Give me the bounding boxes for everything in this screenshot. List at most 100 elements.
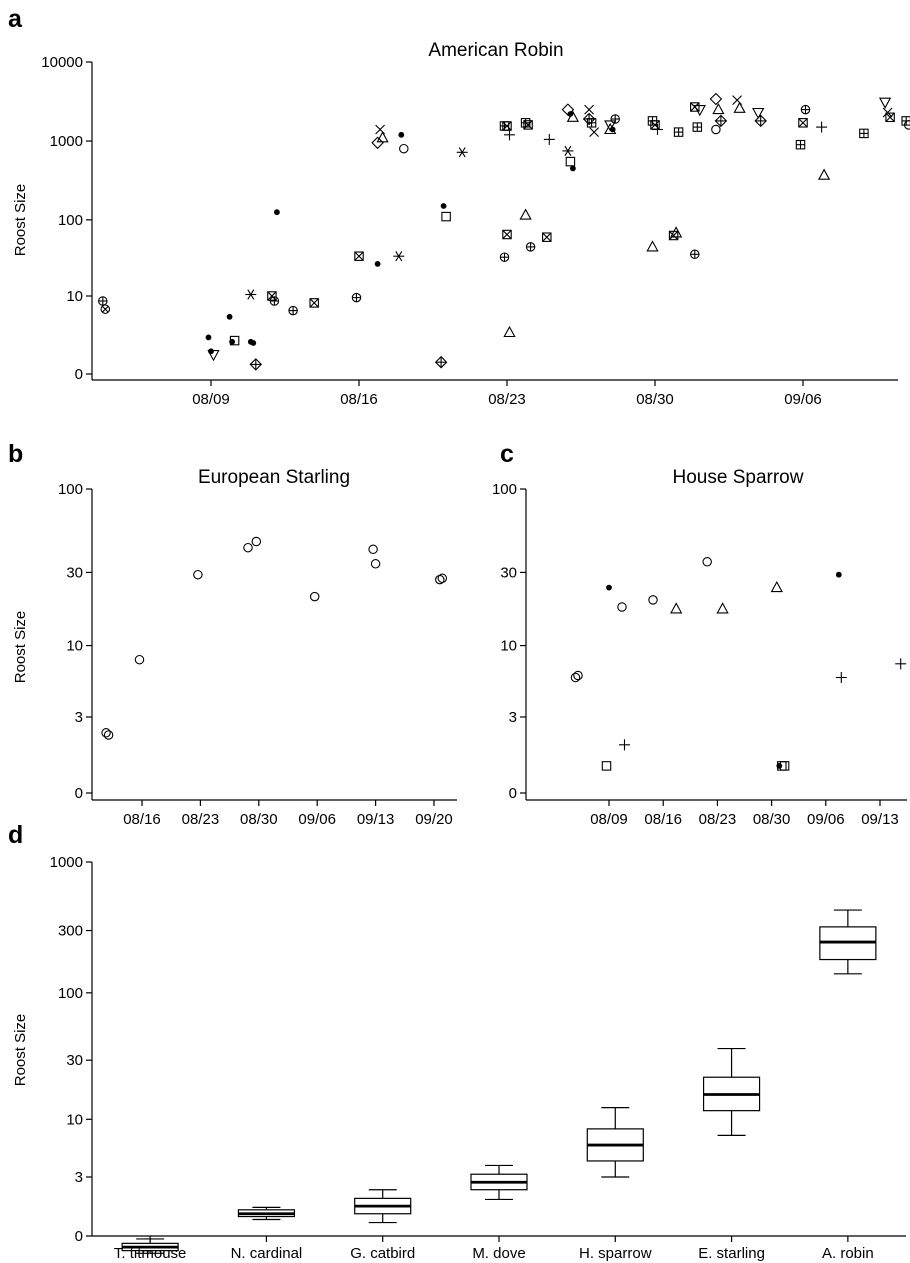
panel-c-point [779,761,790,771]
panel-a-y-tick-label: 1000 [50,133,83,150]
panel-a-x-tick-label: 09/06 [784,391,822,408]
panel-c-y-tick-label: 10 [500,638,517,655]
panel-b-title: European Starling [198,467,350,488]
panel-a-point [207,350,220,362]
panel-b-y-tick-label: 30 [66,564,83,581]
panel-a-point [525,242,536,252]
panel-a-point [250,340,257,346]
panel-c-point [617,602,627,612]
panel-c-point [648,595,658,605]
panel-a-point [441,211,451,222]
panel-a-point [690,249,700,260]
panel-c-y-tick-label: 0 [509,785,517,802]
panel-a-point [668,230,679,241]
panel-a-x-tick-label: 08/09 [192,391,230,408]
panel-a-x-tick-label: 08/16 [340,391,378,408]
panel-a-point [878,97,892,109]
panel-c: c House Sparrow 0 3 10 30 100 08/09 08/16 08/23… [492,440,907,828]
panel-a-plot: 0 10 100 1000 10000 Roost Size 08/09 08/16 08/23… [12,54,910,408]
panel-a-point [267,291,277,301]
panel-c-x-tick-label: 08/23 [699,811,737,828]
panel-a-point [274,209,280,216]
panel-a-x-tick-label: 08/30 [636,391,674,408]
panel-a-point [434,355,448,369]
panel-d-plot: 0 3 10 30 100 300 1000 Roost Size T. titmouse N. … [12,854,906,1262]
panel-a-x-tick-label: 08/23 [488,391,526,408]
panel-a-point [399,143,409,154]
panel-a-point [714,114,728,128]
panel-b-x-tick-label: 08/16 [123,811,161,828]
panel-a-point [882,107,893,118]
panel-a-point [711,124,721,135]
panel-b-y-tick-label: 10 [66,638,83,655]
box-n-cardinal [237,1206,296,1221]
panel-a-point [98,296,108,306]
panel-d-y-tick-label: 0 [75,1228,83,1245]
panel-b-x-tick-label: 09/06 [298,811,336,828]
panel-a-point [226,313,233,320]
panel-d-y-tick-label: 1000 [50,854,83,871]
panel-d-x-tick-label: A. robin [822,1245,874,1262]
panel-a-point [570,165,576,172]
panel-a-point [502,229,512,240]
panel-d-x-tick-label: N. cardinal [231,1245,303,1262]
panel-a-point [859,128,869,139]
panel-a-point [817,168,831,180]
panel-d-y-tick-label: 30 [66,1052,83,1069]
panel-a-point [354,251,364,261]
panel-a-point [752,107,765,120]
panel-c-point [716,602,729,614]
panel-c-point [606,584,612,591]
panel-a-point [249,358,263,371]
panel-b-x-tick-label: 08/30 [240,811,278,828]
panel-a-point [288,305,298,316]
panel-a-point [733,101,746,113]
panel-a-point [903,120,910,130]
panel-a-point [690,102,700,112]
panel-b-point [243,542,253,553]
panel-b-point [435,574,445,585]
panel-a-point [499,252,510,262]
box-h-sparrow [586,1107,644,1178]
panel-b-plot: 0 3 10 30 100 Roost Size 08/16 08/23 08/30 09/06 0… [12,481,457,828]
box-g-catbird [354,1189,412,1224]
panel-d-y-tick-label: 100 [58,985,83,1002]
panel-c-point [770,580,783,593]
panel-c-point [601,761,612,771]
panel-c-point [619,739,630,751]
panel-a-point [100,304,111,314]
panel-a-y-tick-label: 10000 [41,54,83,71]
panel-b-point [103,730,114,740]
panel-d-x-tick-label: H. sparrow [579,1245,652,1262]
panel-b-point [134,654,145,665]
panel-a-point [205,334,212,341]
panel-b-y-tick-label: 0 [75,785,83,802]
panel-a-point [712,102,725,115]
panel-c-point [570,672,581,683]
panel-a-y-axis-label: Roost Size [12,184,29,257]
panel-a-point [610,114,620,124]
panel-a-point [456,147,468,158]
panel-a-y-tick-label: 100 [58,212,83,229]
panel-b-x-tick-label: 08/23 [182,811,220,828]
panel-b-point [309,591,320,602]
panel-a-point [562,145,574,156]
panel-b-point [101,728,111,738]
panel-b-label: b [8,440,23,468]
panel-a-point [440,203,447,209]
panel-a-point [885,112,895,123]
panel-c-x-tick-label: 08/30 [753,811,791,828]
panel-d-x-tick-label: E. starling [698,1245,765,1262]
panel-c-y-tick-label: 30 [500,564,517,581]
panel-d-y-axis-label: Roost Size [12,1014,29,1087]
panel-c-point [573,670,583,681]
panel-b-point [368,544,378,555]
panel-a-point [309,298,319,308]
panel-d: d 0 3 10 30 100 300 1000 Roost Size T. titmouse N… [8,821,906,1262]
panel-c-x-tick-label: 08/09 [590,811,628,828]
panel-a-point [245,289,257,300]
panel-c-label: c [500,440,514,468]
panel-a-point [604,120,617,132]
